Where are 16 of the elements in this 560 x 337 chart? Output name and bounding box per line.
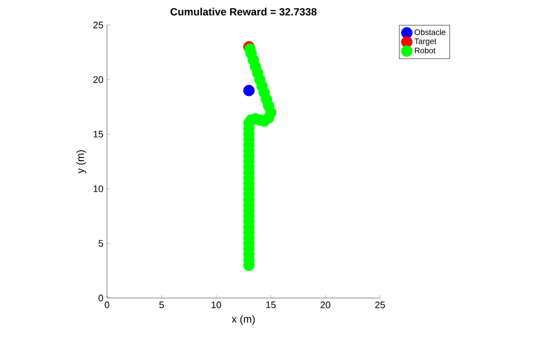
x-tick-label: 0 (104, 302, 110, 308)
y-tick-label: 10 (94, 185, 104, 192)
x-tick-label: 15 (266, 302, 276, 308)
y-axis-title: y (m) (76, 150, 86, 174)
y-tick-label: 20 (93, 76, 104, 83)
point (243, 84, 255, 96)
x-axis-title: x (m) (232, 315, 255, 325)
y-tick-label: 5 (98, 240, 104, 247)
y-tick-label: 0 (98, 294, 104, 302)
y-tick-label: 15 (94, 130, 104, 138)
y-tick-label: 25 (93, 22, 104, 28)
x-tick-label: 10 (212, 302, 222, 308)
x-tick-label: 5 (159, 302, 164, 308)
chart-title: Cumulative Reward = 32.7338 (170, 8, 317, 16)
x-tick-label: 25 (375, 302, 385, 308)
x-tick-label: 20 (320, 302, 330, 308)
